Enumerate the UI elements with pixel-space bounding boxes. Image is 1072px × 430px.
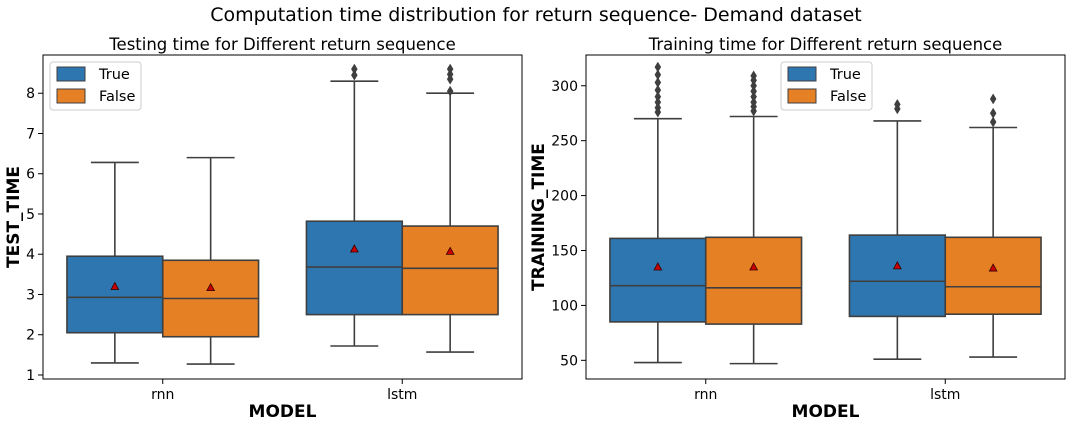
outlier-point	[351, 63, 358, 75]
y-tick-label: 3	[26, 287, 35, 303]
outlier-point	[654, 102, 662, 114]
box-group	[401, 63, 499, 353]
y-tick-label: 7	[26, 126, 35, 142]
box-iqr	[609, 237, 707, 323]
outlier-point	[446, 85, 454, 97]
outlier-point	[989, 93, 997, 105]
mean-marker	[445, 246, 455, 255]
y-tick-label: 2	[26, 328, 35, 344]
mean-marker	[653, 262, 663, 271]
training-time-chart: Training time for Different return seque…	[529, 35, 1066, 422]
box-group	[944, 93, 1042, 358]
outlier-point	[654, 61, 662, 73]
outlier-point	[989, 107, 997, 119]
y-tick-label: 250	[551, 134, 578, 150]
y-tick-label: 5	[26, 207, 35, 223]
testing-legend-label-false: False	[99, 89, 135, 105]
box-iqr	[944, 236, 1042, 316]
box-iqr	[66, 255, 164, 334]
training-legend-swatch-false	[787, 88, 817, 104]
training-plot-frame	[585, 54, 1066, 380]
training-chart-title: Training time for Different return seque…	[648, 35, 1003, 54]
testing-x-axis-label: MODEL	[249, 402, 317, 422]
training-legend-label-true: True	[829, 67, 861, 83]
testing-time-chart: Testing time for Different return sequen…	[4, 35, 523, 422]
testing-legend: True False	[49, 61, 142, 111]
testing-legend-swatch-false	[56, 88, 86, 104]
y-tick-label: 100	[551, 298, 578, 314]
box-group	[848, 98, 947, 361]
training-y-axis-label: TRAINING_TIME	[529, 143, 549, 291]
training-boxplot-marks	[609, 61, 1042, 365]
training-legend-label-false: False	[830, 89, 866, 105]
outlier-point	[654, 69, 662, 81]
outlier-point	[654, 76, 662, 88]
box-group	[66, 161, 164, 364]
y-tick-label: 300	[551, 79, 578, 95]
mean-marker	[749, 262, 759, 271]
y-tick-label: 1	[26, 368, 35, 384]
figure-suptitle: Computation time distribution for return…	[210, 4, 862, 26]
y-tick-label: 200	[551, 189, 578, 205]
outlier-point	[750, 80, 757, 92]
y-tick-label: 6	[26, 167, 35, 183]
testing-chart-title: Testing time for Different return sequen…	[108, 35, 455, 54]
y-tick-label: 8	[26, 86, 35, 102]
box-group	[305, 63, 404, 347]
testing-legend-swatch-true	[56, 66, 86, 82]
training-y-axis: 50 100 150 200 250 300	[551, 79, 586, 369]
outlier-point	[989, 116, 997, 128]
training-x-axis: rnn lstm	[694, 379, 960, 403]
testing-boxplot-marks	[66, 63, 499, 365]
y-tick-label: 50	[560, 353, 578, 369]
x-tick-label: lstm	[930, 387, 960, 403]
box-iqr	[401, 225, 499, 316]
box-iqr	[704, 236, 803, 325]
mean-marker	[892, 261, 902, 270]
x-tick-label: rnn	[151, 387, 174, 403]
box-iqr	[305, 220, 404, 316]
y-tick-label: 4	[26, 247, 35, 263]
y-tick-label: 150	[551, 243, 578, 259]
testing-legend-label-true: True	[98, 67, 130, 83]
box-group	[704, 70, 803, 365]
x-tick-label: rnn	[694, 387, 717, 403]
mean-marker	[349, 244, 359, 253]
outlier-point	[750, 85, 757, 97]
outlier-point	[654, 84, 662, 96]
outlier-point	[750, 96, 757, 108]
mean-marker	[988, 263, 998, 272]
testing-y-axis: 1 2 3 4 5 6 7 8	[26, 86, 43, 384]
testing-y-axis-label: TEST_TIME	[4, 166, 24, 268]
outlier-point	[894, 98, 901, 110]
testing-x-axis: rnn lstm	[151, 379, 417, 403]
box-iqr	[848, 234, 947, 318]
outlier-point	[750, 91, 757, 103]
outlier-point	[654, 96, 662, 108]
training-legend-swatch-true	[787, 66, 817, 82]
x-tick-label: lstm	[387, 387, 417, 403]
training-legend: True False	[780, 61, 873, 111]
box-group	[161, 156, 260, 365]
training-x-axis-label: MODEL	[792, 402, 860, 422]
box-group	[609, 61, 707, 364]
outlier-point	[750, 70, 757, 82]
outlier-point	[654, 91, 662, 103]
mean-marker	[110, 281, 120, 290]
outlier-point	[351, 69, 358, 81]
outlier-point	[446, 63, 454, 75]
testing-plot-frame	[42, 54, 523, 380]
mean-marker	[206, 282, 216, 292]
